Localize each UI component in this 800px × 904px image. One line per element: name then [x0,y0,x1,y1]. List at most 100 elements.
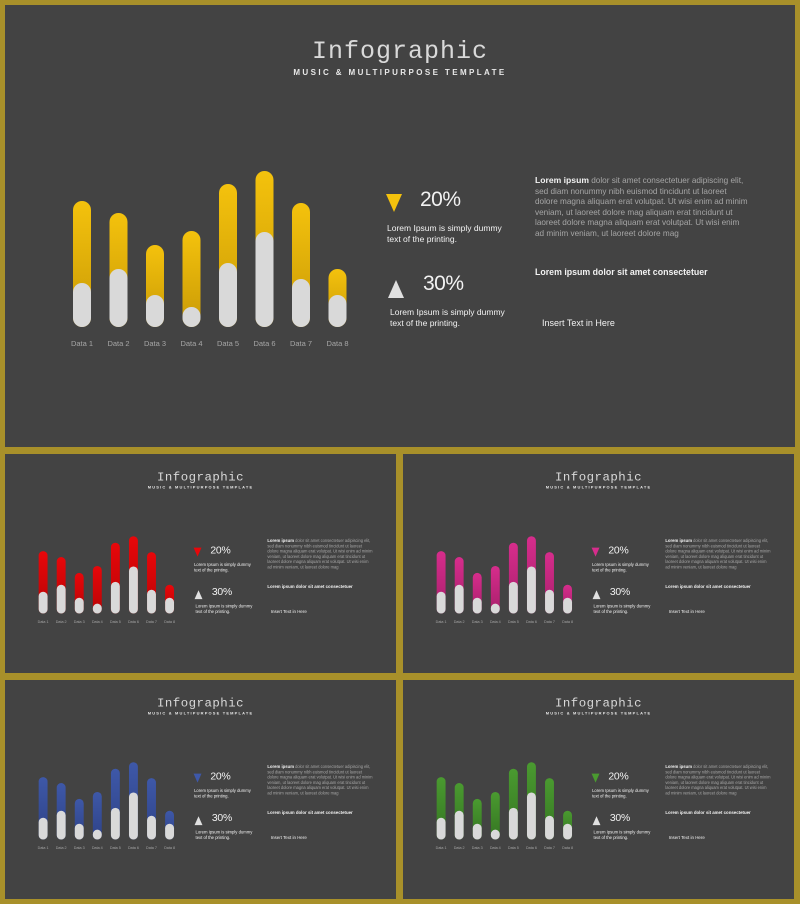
x-tick-label: Data 5 [508,846,519,850]
paragraph-body: dolor sit amet consectetuer adipiscing e… [267,764,373,796]
paragraph-body: dolor sit amet consectetuer adipiscing e… [665,764,771,796]
bar-inner-2 [454,810,464,840]
slide-yellow[interactable]: Infographic MUSIC & MULTIPURPOSE TEMPLAT… [5,5,795,447]
x-tick-label: Data 2 [56,846,67,850]
slide-title: Infographic [311,37,489,66]
paragraph-heading: Lorem ipsum [665,764,693,770]
bar-4 [92,565,102,614]
stat-down-value: 20% [210,544,231,557]
x-tick-label: Data 8 [164,620,175,624]
bar-inner-3 [74,823,84,840]
down-triangle-icon [193,547,202,557]
bar-chart: Data 1 Data 2 Data 3 Data 4 Data 5 Data 6 Data… [38,536,175,624]
stat-up-text: Lorem Ipsum is simply dummy text of the … [593,829,651,841]
x-tick-label: Data 6 [526,846,537,850]
slide-subtitle: MUSIC & MULTIPURPOSE TEMPLATE [147,485,254,490]
bar-inner-1 [436,817,446,840]
paragraph-heading: Lorem ipsum [267,538,295,544]
bar-inner-2 [454,584,464,614]
slide-pink[interactable]: Infographic MUSIC & MULTIPURPOSE TEMPLAT… [403,454,794,673]
bar-inner-1 [436,591,446,614]
stat-up-value: 30% [211,586,232,598]
bar-inner-7 [292,279,310,327]
x-tick-label: Data 7 [146,846,157,850]
bar-inner-7 [545,815,554,840]
stat-down-value: 20% [420,188,461,211]
x-tick-label: Data 4 [490,846,501,850]
x-tick-label: Data 4 [180,339,202,348]
x-tick-label: Data 7 [544,846,555,850]
x-tick-label: Data 4 [92,620,103,624]
down-triangle-icon [193,773,202,783]
body-paragraph: Lorem ipsum dolor sit amet consectetuer … [267,538,373,570]
x-tick-label: Data 4 [490,620,501,624]
slide-subtitle: MUSIC & MULTIPURPOSE TEMPLATE [293,68,507,77]
x-tick-label: Data 3 [472,846,483,850]
x-tick-label: Data 2 [56,620,67,624]
x-tick-label: Data 1 [436,846,447,850]
bar-chart: Data 1 Data 2 Data 3 Data 4 Data 5 Data 6 Data… [436,536,573,624]
stat-up-text: Lorem Ipsum is simply dummy text of the … [593,603,651,615]
x-tick-label: Data 2 [454,846,465,850]
up-triangle-icon [388,280,404,298]
insert-text[interactable]: Insert Text in Here [270,609,307,615]
x-tick-label: Data 6 [526,620,537,624]
subheading: Lorem ipsum dolor sit amet consectetuer [267,809,353,815]
stat-down-value: 20% [608,544,629,557]
bar-inner-3 [472,823,482,840]
slide-blue[interactable]: Infographic MUSIC & MULTIPURPOSE TEMPLAT… [5,680,396,899]
bar-inner-6 [526,566,536,614]
stat-down-text: Lorem Ipsum is simply dummy text of the … [592,562,649,573]
bar-inner-2 [56,810,66,840]
x-tick-label: Data 3 [74,846,85,850]
slide-red[interactable]: Infographic MUSIC & MULTIPURPOSE TEMPLAT… [5,454,396,673]
x-tick-label: Data 6 [128,846,139,850]
x-tick-label: Data 3 [74,620,85,624]
x-tick-label: Data 2 [107,339,129,348]
bar-inner-5 [110,807,120,840]
insert-text[interactable]: Insert Text in Here [542,318,615,328]
bar-inner-8 [328,295,347,327]
bar-4 [490,791,500,840]
stat-up-text: Lorem Ipsum is simply dummy text of the … [390,307,505,328]
bar-inner-4 [490,603,500,614]
bar-inner-7 [545,589,554,614]
x-tick-label: Data 8 [562,620,573,624]
insert-text[interactable]: Insert Text in Here [668,609,705,615]
x-tick-label: Data 6 [128,620,139,624]
bar-inner-4 [182,307,201,327]
x-tick-label: Data 1 [38,846,49,850]
down-triangle-icon [591,773,600,783]
bar-chart: Data 1 Data 2 Data 3 Data 4 Data 5 Data 6 Data… [71,171,349,348]
bar-inner-3 [74,597,84,614]
stat-down-value: 20% [210,770,231,783]
stat-up-value: 30% [609,586,630,598]
up-triangle-icon [194,816,203,826]
subheading: Lorem ipsum dolor sit amet consectetuer [267,583,353,589]
paragraph-heading: Lorem ipsum [535,175,589,185]
x-tick-label: Data 1 [71,339,93,348]
insert-text[interactable]: Insert Text in Here [270,835,307,841]
bar-inner-4 [92,829,102,840]
x-tick-label: Data 5 [508,620,519,624]
bar-inner-1 [38,817,48,840]
insert-text[interactable]: Insert Text in Here [668,835,705,841]
x-tick-label: Data 1 [436,620,447,624]
down-triangle-icon [386,194,402,212]
x-tick-label: Data 7 [146,620,157,624]
body-paragraph: Lorem ipsum dolor sit amet consectetuer … [665,538,771,570]
paragraph-heading: Lorem ipsum [665,538,693,544]
up-triangle-icon [592,590,601,600]
slide-green[interactable]: Infographic MUSIC & MULTIPURPOSE TEMPLAT… [403,680,794,899]
bar-4 [92,791,102,840]
bar-inner-8 [165,597,175,614]
bar-inner-2 [109,269,128,327]
bar-4 [182,231,201,327]
slide-title: Infographic [156,469,245,485]
bar-inner-6 [128,566,138,614]
bar-inner-5 [110,581,120,614]
x-tick-label: Data 7 [544,620,555,624]
stat-down-text: Lorem Ipsum is simply dummy text of the … [387,223,502,244]
body-paragraph: Lorem ipsum dolor sit amet consectetuer … [665,764,771,796]
x-tick-label: Data 4 [92,846,103,850]
